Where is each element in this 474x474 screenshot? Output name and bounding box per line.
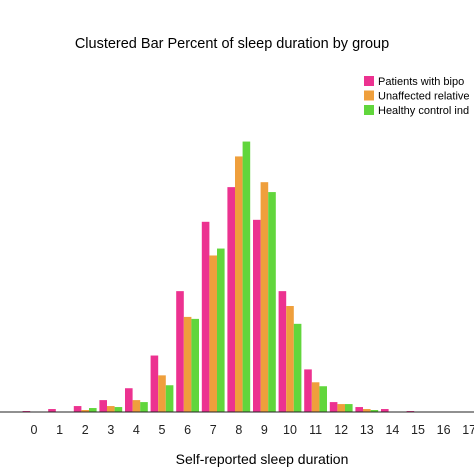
x-tick-label-8: 8 [235, 423, 242, 437]
bar-2-series-2 [89, 408, 97, 412]
bar-3-series-2 [114, 407, 123, 412]
bars-group [22, 141, 415, 412]
bar-13-series-2 [370, 410, 379, 412]
bar-7-series-2 [217, 248, 225, 412]
x-tick-label-3: 3 [107, 423, 114, 437]
x-tick-label-13: 13 [360, 423, 374, 437]
bar-7-series-1 [209, 255, 217, 412]
bar-5-series-2 [165, 385, 174, 412]
x-axis-label: Self-reported sleep duration [176, 451, 349, 467]
x-tick-label-4: 4 [133, 423, 140, 437]
bar-14-series-0 [381, 409, 389, 412]
bar-12-series-1 [337, 404, 345, 412]
x-tick-label-5: 5 [159, 423, 166, 437]
x-tick-label-6: 6 [184, 423, 191, 437]
bar-12-series-2 [345, 404, 353, 412]
x-tick-label-10: 10 [283, 423, 297, 437]
x-tick-label-7: 7 [210, 423, 217, 437]
bar-6-series-0 [176, 291, 184, 412]
x-tick-label-17: 17 [462, 423, 474, 437]
x-tick-label-0: 0 [31, 423, 38, 437]
bar-9-series-0 [253, 219, 261, 412]
bar-10-series-1 [286, 306, 294, 412]
bar-12-series-0 [329, 402, 338, 412]
legend: Patients with bipo Unaffected relative Hea… [364, 76, 470, 117]
bar-2-series-1 [81, 410, 89, 412]
legend-swatch-2 [364, 105, 374, 115]
bar-6-series-1 [183, 316, 192, 412]
x-tick-label-12: 12 [334, 423, 348, 437]
x-tick-labels: 0 1 2 3 4 5 6 7 8 9 10 11 12 13 14 15 16 17 [31, 423, 474, 437]
x-tick-label-14: 14 [385, 423, 399, 437]
bar-4-series-1 [132, 400, 141, 412]
x-tick-label-1: 1 [56, 423, 63, 437]
bar-5-series-1 [158, 375, 166, 412]
bar-6-series-2 [191, 318, 199, 412]
bar-1-series-0 [48, 409, 56, 412]
bar-11-series-1 [311, 382, 320, 412]
legend-swatch-0 [364, 76, 374, 86]
x-tick-label-9: 9 [261, 423, 268, 437]
bar-2-series-0 [73, 406, 82, 412]
bar-11-series-0 [304, 369, 312, 412]
bar-10-series-2 [293, 323, 302, 412]
x-tick-label-11: 11 [309, 423, 322, 437]
chart-title: Clustered Bar Percent of sleep duration … [75, 36, 389, 52]
bar-8-series-1 [235, 156, 243, 412]
x-tick-label-2: 2 [82, 423, 89, 437]
bar-13-series-1 [363, 409, 371, 412]
bar-9-series-2 [268, 192, 276, 412]
legend-label-0: Patients with bipo [378, 76, 464, 88]
legend-label-1: Unaffected relative [378, 91, 470, 103]
x-tick-label-15: 15 [411, 423, 425, 437]
bar-8-series-2 [242, 141, 251, 412]
bar-9-series-1 [260, 182, 269, 412]
bar-5-series-0 [150, 355, 159, 412]
bar-4-series-2 [140, 402, 148, 412]
x-tick-label-16: 16 [437, 423, 451, 437]
bar-4-series-0 [125, 388, 133, 412]
legend-swatch-1 [364, 90, 374, 101]
bar-11-series-2 [319, 386, 327, 412]
bar-10-series-0 [278, 291, 287, 412]
legend-label-2: Healthy control ind [378, 105, 469, 117]
bar-7-series-0 [201, 221, 210, 412]
bar-8-series-0 [227, 187, 235, 412]
bar-3-series-0 [99, 400, 107, 412]
bar-13-series-0 [355, 407, 363, 412]
bar-3-series-1 [107, 406, 115, 412]
